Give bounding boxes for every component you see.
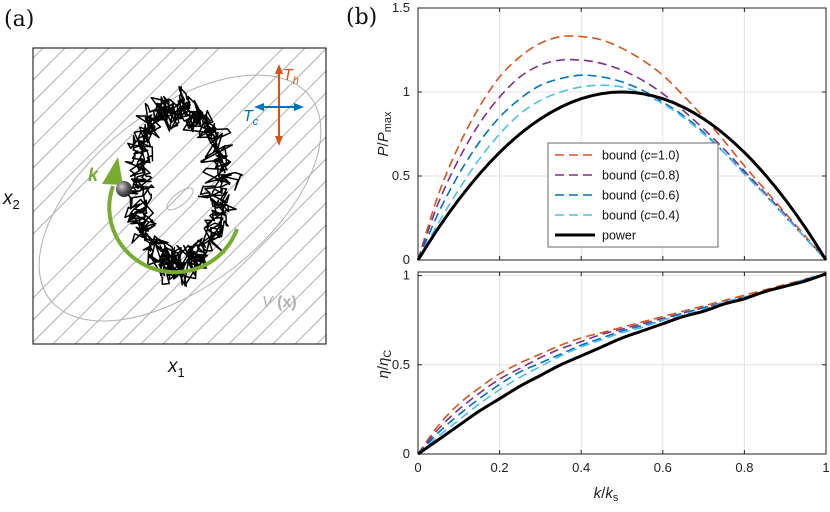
x-tick-label: 0 [414,460,421,475]
contour-line [33,48,198,213]
series-line-1 [417,273,827,455]
contour-line [33,48,176,191]
plot-frame [417,271,827,455]
panel-a-y-label: x2 [2,188,20,212]
panel-b-label: (b) [346,5,377,30]
x-tick-label: 0.8 [735,460,753,475]
contour-line [118,136,326,344]
x-tick-label: 0.6 [654,460,672,475]
contour-line [33,48,284,299]
contour-line [184,202,326,344]
panel-a-x-label: x1 [167,356,185,380]
legend-entry: power [602,229,636,243]
contour-line [33,48,220,235]
legend-entry: bound (c=0.6) [602,189,680,203]
hot-bath-arrow [275,64,283,146]
potential-label: V (x) [262,294,297,311]
stochastic-trajectory [120,85,243,288]
series-line-1 [417,58,827,261]
contour-line [33,48,326,343]
plot-frame [417,7,827,261]
cold-bath-arrow [254,103,304,111]
contour-line [33,48,306,321]
efficiency-chart: 0 0.2 0.4 0.6 0.8 1 0 0.5 1 [392,268,830,475]
x-tick-label: 1 [822,460,829,475]
contour-line [162,180,326,344]
series-line-4 [416,90,828,261]
x-tick-label: 0.4 [572,460,590,475]
contour-line [206,224,326,344]
series-line-2 [417,273,827,455]
y-tick-label: 1 [403,84,410,99]
rotation-circle [107,185,239,275]
contour-line [33,48,132,147]
series-line-3 [417,273,827,455]
efficiency-chart-y-label: η/ηC [375,350,394,379]
rotation-arrowhead [102,157,123,185]
contour-line [33,48,154,169]
contour-line [140,158,326,344]
legend-entry: bound (c=1.0) [602,149,680,163]
contour-inner [166,187,194,211]
x-tick-label: 0.2 [491,460,509,475]
particle-ball [116,181,132,197]
power-chart-legend: bound (c=1.0) bound (c=0.8) bound (c=0.6) b… [547,142,719,248]
series-line-2 [417,74,827,261]
rotation-label: k [88,165,99,185]
y-tick-label: 0.5 [392,357,410,372]
series-line-4 [417,272,827,456]
y-tick-label: 0.5 [392,168,410,183]
series-line-0 [417,273,827,455]
y-tick-label: 0 [403,252,410,267]
series-line-3 [417,84,827,261]
contour-line [52,70,326,344]
y-tick-label: 1.5 [392,0,410,15]
y-tick-label: 1 [403,268,410,283]
contour-line [74,92,326,344]
panel-a-label: (a) [4,7,34,32]
contour-line [228,246,326,344]
cold-bath-label: Tc [243,108,259,128]
hot-bath-label: Th [283,67,299,87]
efficiency-chart-x-label: k/ks [594,485,619,504]
contour-outer [38,74,322,322]
legend-entry: bound (c=0.8) [602,169,680,183]
series-line-0 [417,35,827,261]
panel-a-frame [32,47,327,345]
power-chart-y-label: P/Pmax [375,111,394,156]
y-tick-label: 0 [403,446,410,461]
legend-entry: bound (c=0.4) [602,209,680,223]
